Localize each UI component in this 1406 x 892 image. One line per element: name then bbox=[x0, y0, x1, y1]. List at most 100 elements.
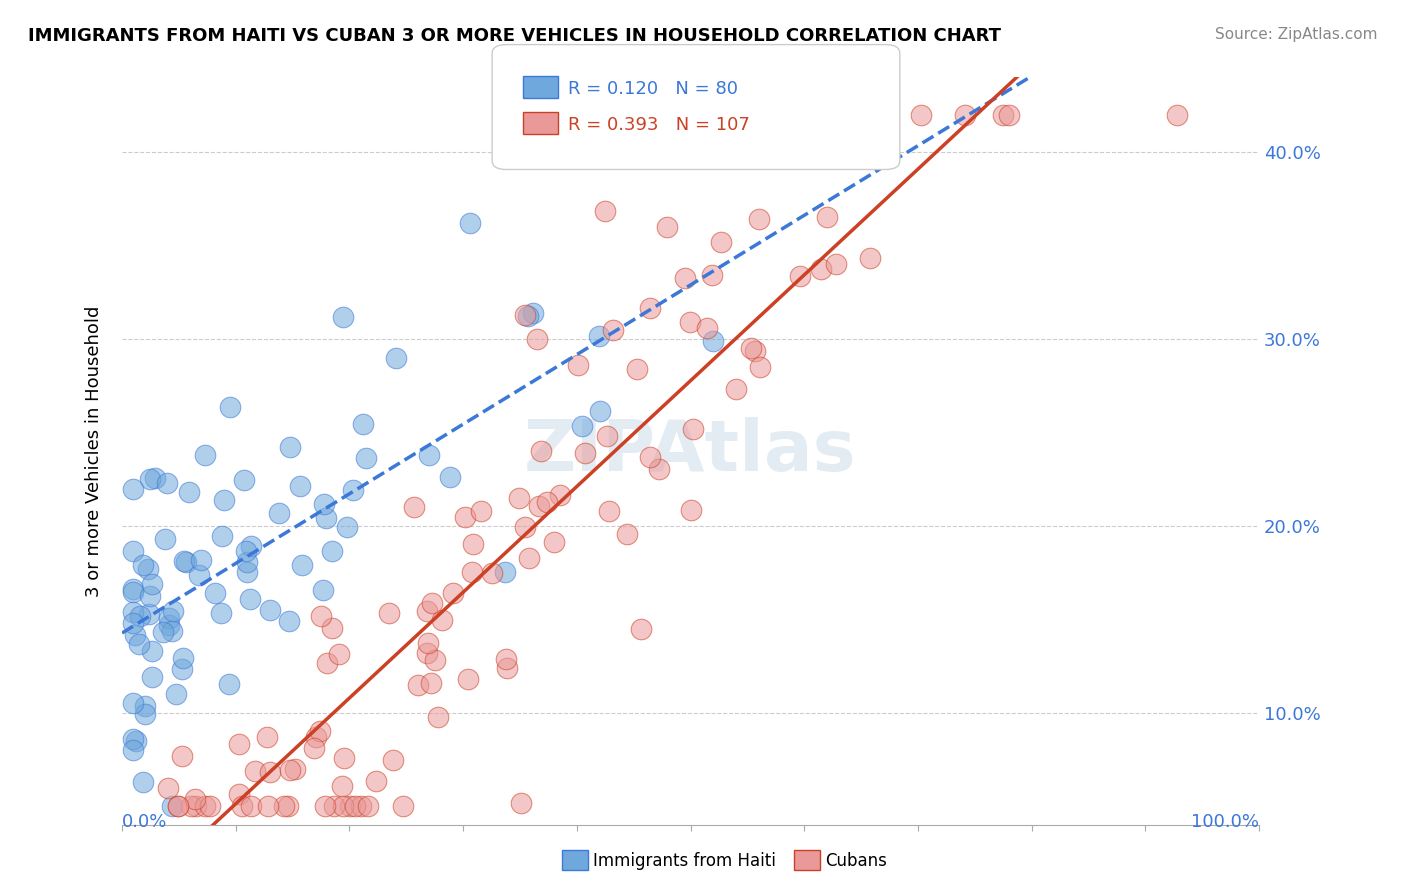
Point bbox=[588, 329, 610, 343]
Point bbox=[284, 762, 307, 776]
Point bbox=[128, 608, 150, 623]
Point bbox=[673, 270, 696, 285]
Point bbox=[172, 662, 194, 676]
Point bbox=[526, 332, 548, 346]
Point bbox=[494, 565, 516, 579]
Point bbox=[269, 506, 291, 520]
Point bbox=[278, 614, 301, 628]
Point bbox=[328, 647, 350, 661]
Point bbox=[278, 763, 301, 777]
Text: R = 0.393   N = 107: R = 0.393 N = 107 bbox=[568, 116, 749, 134]
Point bbox=[517, 550, 540, 565]
Point bbox=[332, 799, 354, 814]
Point bbox=[682, 422, 704, 436]
Point bbox=[744, 343, 766, 358]
Point bbox=[204, 586, 226, 600]
Point bbox=[616, 527, 638, 541]
Point bbox=[160, 799, 183, 814]
Y-axis label: 3 or more Vehicles in Household: 3 or more Vehicles in Household bbox=[86, 305, 103, 597]
Point bbox=[122, 585, 145, 599]
Point bbox=[510, 796, 533, 810]
Point bbox=[357, 799, 380, 814]
Point bbox=[740, 341, 762, 355]
Point bbox=[240, 539, 263, 553]
Point bbox=[696, 321, 718, 335]
Point bbox=[700, 268, 723, 283]
Point bbox=[173, 554, 195, 568]
Point bbox=[290, 479, 312, 493]
Point bbox=[259, 765, 281, 780]
Point bbox=[366, 774, 388, 789]
Point bbox=[596, 429, 619, 443]
Text: R = 0.120   N = 80: R = 0.120 N = 80 bbox=[568, 80, 738, 98]
Point bbox=[513, 520, 536, 534]
Point bbox=[441, 586, 464, 600]
Point bbox=[122, 696, 145, 710]
Point bbox=[138, 607, 160, 621]
Point bbox=[219, 400, 242, 414]
Point bbox=[128, 637, 150, 651]
Point bbox=[515, 308, 537, 322]
Point bbox=[336, 519, 359, 533]
Point bbox=[138, 472, 160, 486]
Point bbox=[598, 503, 620, 517]
Point bbox=[824, 257, 846, 271]
Point bbox=[162, 604, 184, 618]
Point bbox=[602, 323, 624, 337]
Point bbox=[1166, 108, 1188, 122]
Point bbox=[122, 731, 145, 746]
Point bbox=[233, 473, 256, 487]
Point bbox=[458, 216, 481, 230]
Point bbox=[998, 108, 1021, 122]
Point bbox=[228, 738, 250, 752]
Point bbox=[122, 544, 145, 558]
Point bbox=[323, 799, 346, 814]
Point bbox=[188, 568, 211, 582]
Point bbox=[425, 653, 447, 667]
Point bbox=[152, 624, 174, 639]
Point bbox=[810, 262, 832, 277]
Point bbox=[231, 799, 253, 814]
Point bbox=[418, 636, 440, 650]
Point bbox=[134, 699, 156, 714]
Point bbox=[321, 544, 343, 558]
Point bbox=[209, 606, 232, 620]
Text: 0.0%: 0.0% bbox=[122, 814, 167, 831]
Point bbox=[626, 362, 648, 376]
Point bbox=[314, 799, 336, 814]
Point bbox=[302, 741, 325, 756]
Point bbox=[157, 611, 180, 625]
Point bbox=[350, 799, 373, 814]
Point bbox=[239, 591, 262, 606]
Text: Immigrants from Haiti: Immigrants from Haiti bbox=[593, 852, 776, 870]
Point bbox=[172, 650, 194, 665]
Point bbox=[330, 779, 353, 793]
Point bbox=[141, 577, 163, 591]
Point bbox=[228, 787, 250, 801]
Point bbox=[180, 799, 202, 814]
Point bbox=[122, 743, 145, 757]
Point bbox=[638, 301, 661, 315]
Point bbox=[308, 724, 330, 739]
Point bbox=[655, 219, 678, 234]
Point bbox=[235, 544, 257, 558]
Point bbox=[218, 677, 240, 691]
Point bbox=[160, 624, 183, 639]
Point bbox=[273, 799, 295, 814]
Point bbox=[702, 334, 724, 348]
Point bbox=[190, 552, 212, 566]
Point bbox=[955, 108, 977, 122]
Point bbox=[589, 404, 612, 418]
Point bbox=[309, 608, 332, 623]
Point bbox=[859, 251, 882, 265]
Point bbox=[454, 509, 477, 524]
Point bbox=[156, 781, 179, 796]
Point bbox=[550, 488, 572, 502]
Point bbox=[496, 660, 519, 674]
Point bbox=[352, 417, 374, 431]
Point bbox=[530, 444, 553, 458]
Point bbox=[183, 791, 205, 805]
Point bbox=[139, 589, 162, 603]
Point bbox=[236, 554, 259, 568]
Point bbox=[136, 561, 159, 575]
